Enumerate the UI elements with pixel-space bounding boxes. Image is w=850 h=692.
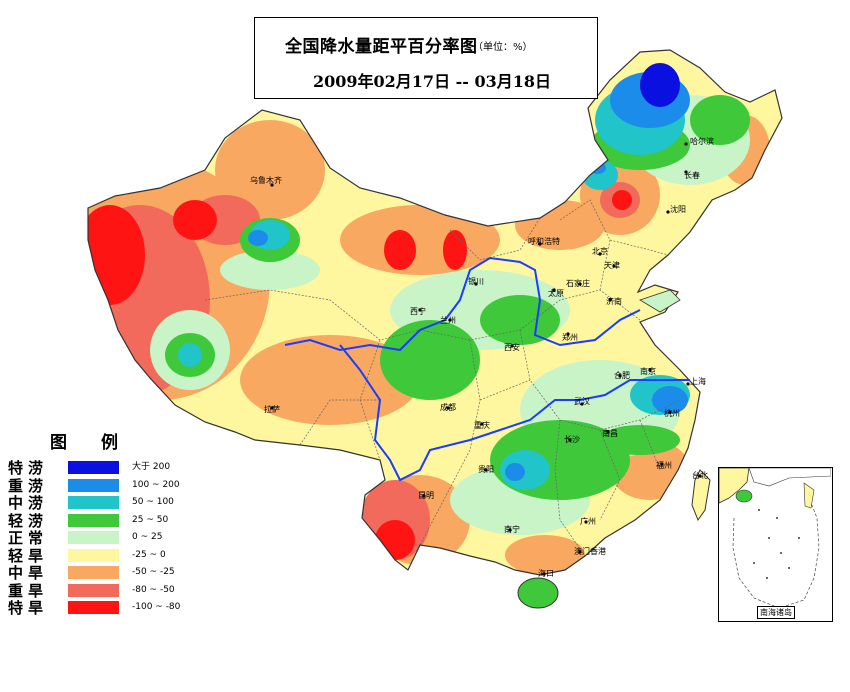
legend-range: 0 ~ 25 <box>132 532 163 542</box>
legend-swatch <box>68 583 119 597</box>
city-label: 哈尔滨 <box>690 136 714 146</box>
city-label: 重庆 <box>474 420 490 430</box>
city-label: 长沙 <box>564 434 580 444</box>
city-label: 长春 <box>684 170 700 180</box>
map-title: 全国降水量距平百分率图 <box>285 37 478 57</box>
legend-swatch <box>68 513 119 527</box>
city-label: 台北 <box>692 470 708 480</box>
city-label: 南京 <box>640 366 656 376</box>
map-date-range: 2009年02月17日 -- 03月18日 <box>313 72 552 91</box>
legend-item: 中旱 -50 ~ -25 <box>8 565 238 582</box>
city-label: 澳门香港 <box>574 546 606 556</box>
legend-swatch <box>68 566 119 579</box>
legend-item: 轻旱 -25 ~ 0 <box>8 546 238 565</box>
legend-item: 轻涝 25 ~ 50 <box>8 511 238 530</box>
city-label: 济南 <box>606 296 622 306</box>
city-label: 海口 <box>538 568 554 578</box>
legend-item: 中涝 50 ~ 100 <box>8 495 238 512</box>
city-label: 天津 <box>604 260 620 270</box>
city-label: 西宁 <box>410 306 426 316</box>
city-label: 南宁 <box>504 524 520 534</box>
legend-range: -25 ~ 0 <box>132 549 166 560</box>
legend-range: 100 ~ 200 <box>132 479 180 490</box>
city-label: 北京 <box>592 246 608 256</box>
legend-category: 轻涝 <box>8 511 49 530</box>
city-label: 郑州 <box>562 332 578 342</box>
legend-item: 特涝 大于 200 <box>8 460 238 477</box>
legend-swatch <box>68 478 119 492</box>
legend-range: -100 ~ -80 <box>132 602 181 612</box>
inset-map <box>719 468 832 609</box>
legend-category: 中旱 <box>8 564 49 582</box>
legend-range: 25 ~ 50 <box>132 514 169 525</box>
city-label: 广州 <box>580 516 596 526</box>
city-label: 沈阳 <box>670 204 686 214</box>
legend-item: 特旱 -100 ~ -80 <box>8 600 238 617</box>
legend-category: 正常 <box>8 529 49 547</box>
city-label: 贵阳 <box>478 464 494 474</box>
city-label: 南昌 <box>602 428 618 438</box>
legend-range: -80 ~ -50 <box>132 584 175 595</box>
city-label: 太原 <box>548 288 564 298</box>
legend-item: 重旱 -80 ~ -50 <box>8 581 238 600</box>
legend-category: 中涝 <box>8 494 49 512</box>
legend-range: -50 ~ -25 <box>132 567 175 577</box>
city-label: 福州 <box>656 461 672 470</box>
city-label: 武汉 <box>574 396 590 406</box>
legend-category: 轻旱 <box>8 546 49 565</box>
legend-range: 50 ~ 100 <box>132 497 174 507</box>
legend-range: 大于 200 <box>132 462 171 472</box>
city-label: 上海 <box>690 376 706 386</box>
south-china-sea-inset: 南海诸岛 <box>718 467 833 622</box>
legend-swatch <box>68 601 119 614</box>
city-label: 合肥 <box>614 370 630 380</box>
city-label: 乌鲁木齐 <box>250 175 282 185</box>
legend-category: 特涝 <box>8 459 49 477</box>
legend-swatch <box>68 531 119 544</box>
city-label: 西安 <box>504 342 520 352</box>
city-label: 石家庄 <box>566 278 590 288</box>
city-label: 拉萨 <box>264 404 280 414</box>
legend-swatch <box>68 461 119 474</box>
map-title-box: 全国降水量距平百分率图 （单位：%） 2009年02月17日 -- 03月18日 <box>254 17 598 99</box>
legend-swatch <box>68 496 119 509</box>
city-label: 杭州 <box>664 408 680 418</box>
city-label: 昆明 <box>418 491 434 500</box>
city-label: 呼和浩特 <box>528 236 560 246</box>
legend-category: 重旱 <box>8 581 49 600</box>
city-label: 成都 <box>440 402 456 412</box>
legend-item: 正常 0 ~ 25 <box>8 530 238 547</box>
legend-title: 图例 <box>50 433 152 453</box>
legend-category: 特旱 <box>8 599 49 617</box>
map-unit: （单位：%） <box>473 42 533 53</box>
city-label: 兰州 <box>440 315 456 325</box>
inset-label: 南海诸岛 <box>757 606 795 619</box>
legend-swatch <box>68 548 119 562</box>
legend-item: 重涝 100 ~ 200 <box>8 476 238 495</box>
city-label: 银川 <box>468 276 484 286</box>
legend-category: 重涝 <box>8 476 49 495</box>
